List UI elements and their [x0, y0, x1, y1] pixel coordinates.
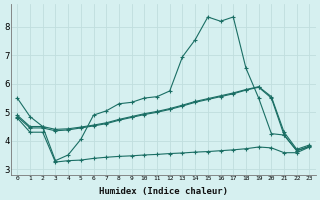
X-axis label: Humidex (Indice chaleur): Humidex (Indice chaleur)	[99, 187, 228, 196]
